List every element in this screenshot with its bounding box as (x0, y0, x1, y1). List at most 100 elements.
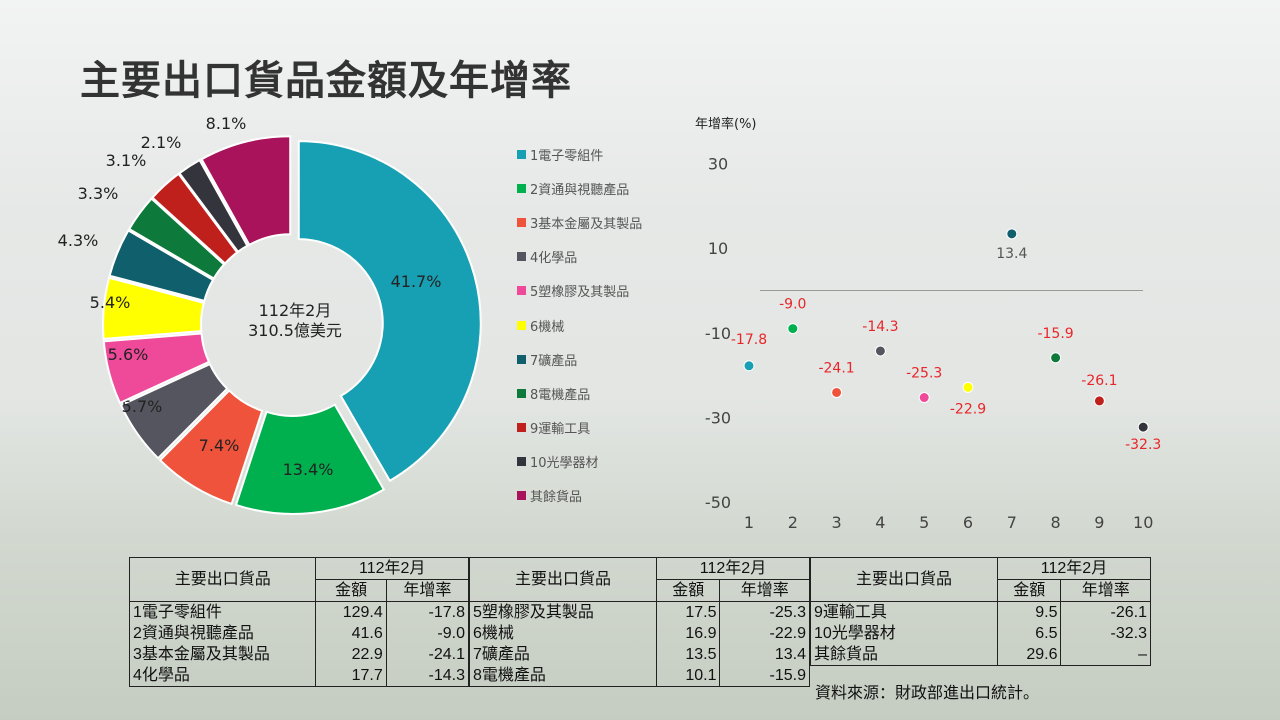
item-name: 1電子零組件 (128, 601, 317, 623)
header-amount: 金額 (655, 579, 721, 602)
slice-label: 8.1% (206, 114, 247, 133)
slice-label: 13.4% (283, 460, 334, 479)
donut-slice (127, 197, 226, 280)
amount-value: 13.5 (655, 644, 721, 665)
header-growth: 年增率 (385, 579, 470, 602)
growth-value: -32.3 (1060, 623, 1151, 644)
growth-value: -9.0 (385, 623, 470, 644)
legend-item: 7礦產品 (517, 342, 642, 376)
legend-swatch (517, 423, 526, 433)
header-period: 112年2月 (997, 557, 1151, 580)
table-row: 10光學器材 6.5 -32.3 (810, 623, 1151, 644)
legend-item: 6機械 (517, 308, 642, 342)
table-row: 8電機產品 10.1 -15.9 (469, 665, 810, 687)
x-tick-label: 9 (1094, 513, 1104, 532)
x-tick-label: 8 (1051, 513, 1061, 532)
y-tick-label: 30 (708, 155, 728, 174)
donut-slice (234, 403, 386, 515)
donut-slice (158, 389, 264, 506)
header-item: 主要出口貨品 (128, 557, 317, 602)
legend-item: 8電機產品 (517, 376, 642, 410)
scatter-point (1050, 352, 1062, 364)
item-name: 2資通與視聽產品 (128, 623, 317, 644)
header-period: 112年2月 (315, 557, 469, 580)
growth-value: -25.3 (719, 601, 810, 623)
legend-swatch (517, 388, 526, 398)
growth-value: 13.4 (719, 644, 810, 665)
legend-label: 3基本金屬及其製品 (530, 216, 643, 232)
slice-label: 4.3% (58, 231, 99, 250)
legend-label: 其餘貨品 (530, 490, 583, 506)
item-name: 5塑橡膠及其製品 (469, 601, 657, 623)
amount-value: 22.9 (315, 644, 387, 665)
table-block-1: 主要出口貨品 112年2月 金額 年增率 1電子零組件 129.4 -17.8 2資通與視聽… (128, 557, 470, 687)
growth-value: -26.1 (1060, 601, 1151, 623)
point-label: -22.9 (950, 401, 986, 417)
amount-value: 41.6 (315, 623, 387, 644)
table-row: 1電子零組件 129.4 -17.8 (128, 601, 470, 623)
donut-slice (178, 158, 249, 254)
growth-value: -14.3 (385, 665, 470, 687)
point-label: -24.1 (818, 360, 854, 376)
legend-label: 10光學器材 (530, 456, 599, 472)
slice-label: 5.6% (108, 345, 149, 364)
item-name: 6機械 (469, 623, 657, 644)
item-name: 10光學器材 (810, 623, 998, 644)
legend-label: 5塑橡膠及其製品 (530, 285, 630, 301)
point-label: 13.4 (996, 246, 1027, 262)
table-block-2: 主要出口貨品 112年2月 金額 年增率 5塑橡膠及其製品 17.5 -25.3 6機械 16… (469, 557, 810, 687)
legend-item: 4化學品 (517, 240, 642, 274)
scatter-point (787, 323, 799, 335)
table-row: 7礦產品 13.5 13.4 (469, 644, 810, 665)
source-note: 資料來源：財政部進出口統計。 (815, 683, 1040, 702)
scatter-point (918, 392, 930, 404)
item-name: 4化學品 (128, 665, 317, 687)
table-row: 2資通與視聽產品 41.6 -9.0 (128, 623, 470, 644)
donut-slice (150, 172, 239, 265)
header-amount: 金額 (315, 579, 387, 602)
table-row: 其餘貨品 29.6– (810, 644, 1151, 666)
x-tick-label: 1 (744, 513, 754, 532)
header-growth: 年增率 (719, 579, 810, 602)
growth-value: -17.8 (385, 601, 470, 623)
x-tick-label: 6 (963, 513, 973, 532)
y-tick-label: 10 (708, 239, 728, 258)
growth-value: -15.9 (719, 665, 810, 687)
legend-swatch (517, 286, 526, 296)
amount-value: 129.4 (315, 601, 387, 623)
table-row: 9運輸工具 9.5 -26.1 (810, 601, 1151, 623)
donut-slice (297, 140, 482, 483)
point-label: -15.9 (1037, 326, 1073, 342)
legend-label: 6機械 (530, 319, 565, 335)
donut-slice (200, 135, 292, 247)
x-tick-label: 4 (875, 513, 885, 532)
table-block-3: 主要出口貨品 112年2月 金額 年增率 9運輸工具 9.5 -26.1 10光學器材 6.5… (810, 557, 1151, 666)
legend-item: 3基本金屬及其製品 (517, 205, 642, 239)
header-amount: 金額 (996, 579, 1062, 602)
x-tick-label: 5 (919, 513, 929, 532)
point-label: -26.1 (1081, 373, 1117, 389)
slide-title: 主要出口貨品金額及年增率 (80, 58, 572, 104)
legend-item: 2資通與視聽產品 (517, 171, 642, 205)
legend-swatch (517, 252, 526, 262)
header-item: 主要出口貨品 (469, 557, 657, 602)
scatter-point (1006, 228, 1018, 240)
item-name: 其餘貨品 (810, 644, 998, 666)
slice-label: 7.4% (199, 436, 240, 455)
y-tick-label: -50 (705, 493, 731, 512)
scatter-point (874, 345, 886, 357)
legend-item: 5塑橡膠及其製品 (517, 274, 642, 308)
item-name: 8電機產品 (469, 665, 657, 687)
item-name: 9運輸工具 (810, 601, 998, 623)
donut-center-label: 310.5億美元 (248, 321, 342, 340)
slice-label: 3.1% (106, 151, 147, 170)
legend-label: 1電子零組件 (530, 148, 604, 164)
y-axis-title: 年增率(%) (695, 116, 757, 132)
y-tick-label: -30 (705, 408, 731, 427)
amount-value: 10.1 (655, 665, 721, 687)
legend-swatch (517, 183, 526, 193)
amount-value: 16.9 (655, 623, 721, 644)
scatter-point (1137, 421, 1149, 433)
